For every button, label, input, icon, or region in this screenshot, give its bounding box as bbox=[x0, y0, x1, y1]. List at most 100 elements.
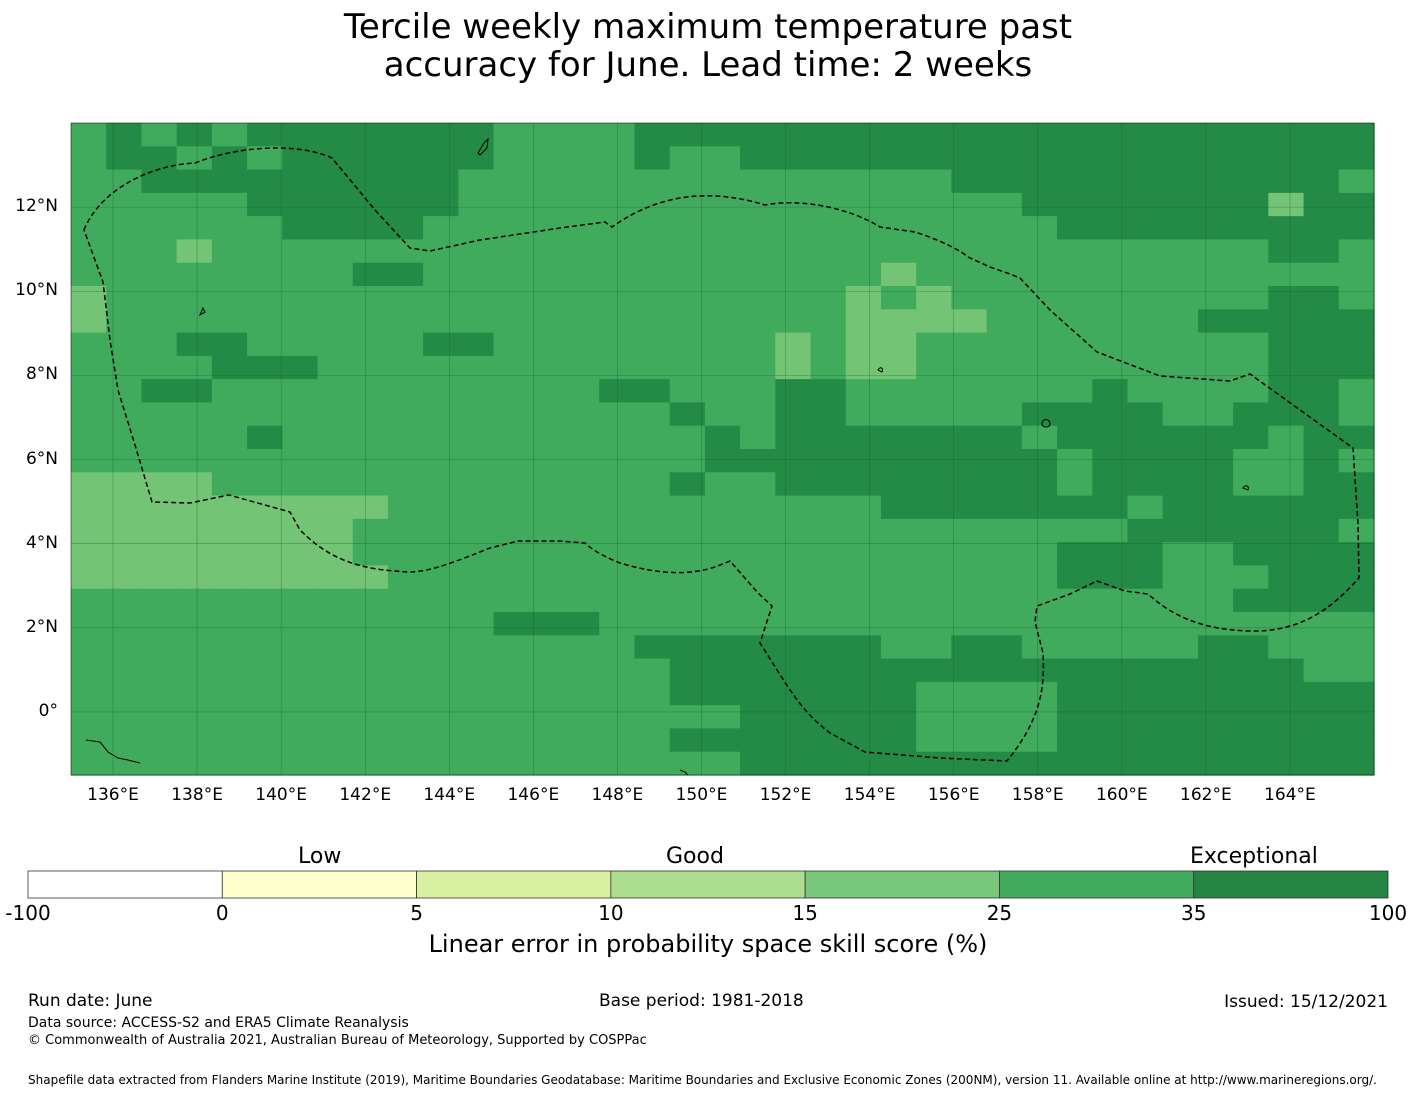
grid-cell bbox=[810, 425, 847, 450]
grid-cell bbox=[176, 192, 213, 217]
grid-cell bbox=[880, 355, 917, 380]
grid-cell bbox=[1092, 518, 1129, 543]
grid-cell bbox=[423, 681, 459, 706]
grid-cell bbox=[1303, 123, 1340, 147]
grid-cell bbox=[317, 239, 354, 264]
grid-cell bbox=[880, 309, 917, 334]
copyright: © Commonwealth of Australia 2021, Austra… bbox=[28, 1033, 647, 1048]
grid-cell bbox=[1021, 146, 1058, 171]
grid-cell bbox=[317, 146, 354, 171]
grid-cell bbox=[211, 565, 248, 590]
grid-cell bbox=[564, 355, 600, 380]
grid-cell bbox=[458, 565, 495, 590]
grid-cell bbox=[634, 216, 671, 241]
grid-cell bbox=[810, 472, 847, 497]
grid-cell bbox=[1162, 495, 1199, 520]
grid-cell bbox=[282, 658, 319, 683]
grid-cell bbox=[1338, 449, 1375, 473]
grid-cell bbox=[775, 332, 812, 357]
grid-cell bbox=[458, 612, 495, 636]
grid-cell bbox=[775, 425, 812, 450]
grid-cell bbox=[1057, 169, 1093, 194]
grid-cell bbox=[1303, 402, 1340, 427]
grid-cell bbox=[1197, 286, 1234, 310]
grid-cell bbox=[916, 309, 953, 334]
grid-cell bbox=[458, 681, 495, 706]
map-frame bbox=[70, 122, 1375, 776]
grid-cell bbox=[211, 216, 248, 241]
grid-cell bbox=[880, 123, 917, 147]
grid-cell bbox=[458, 146, 495, 171]
grid-cell bbox=[669, 518, 706, 543]
grid-cell bbox=[387, 379, 424, 404]
grid-cell bbox=[211, 705, 248, 730]
grid-cell bbox=[1268, 123, 1305, 147]
grid-cell bbox=[986, 588, 1023, 613]
grid-cell bbox=[1303, 449, 1340, 473]
grid-cell bbox=[845, 495, 882, 520]
grid-cell bbox=[1197, 192, 1234, 217]
grid-cell bbox=[634, 239, 671, 264]
grid-cell bbox=[423, 239, 459, 264]
grid-cell bbox=[1021, 705, 1058, 730]
grid-cell bbox=[106, 658, 143, 683]
grid-cell bbox=[528, 751, 565, 776]
grid-cell bbox=[1233, 123, 1269, 147]
grid-cell bbox=[669, 216, 706, 241]
latitude-tick-label: 12°N bbox=[15, 196, 58, 217]
grid-cell bbox=[880, 146, 917, 171]
grid-cell bbox=[141, 495, 178, 520]
grid-cell bbox=[282, 355, 319, 380]
grid-cell bbox=[740, 472, 776, 497]
grid-cell bbox=[211, 472, 248, 497]
grid-cell bbox=[564, 425, 600, 450]
grid-cell bbox=[352, 518, 389, 543]
grid-cell bbox=[986, 402, 1023, 427]
grid-cell bbox=[810, 239, 847, 264]
grid-cell bbox=[564, 518, 600, 543]
grid-cell bbox=[1303, 239, 1340, 264]
grid-cell bbox=[211, 658, 248, 683]
grid-cell bbox=[1233, 379, 1269, 404]
grid-cell bbox=[352, 239, 389, 264]
grid-cell bbox=[1127, 192, 1164, 217]
issued-date: Issued: 15/12/2021 bbox=[1224, 992, 1388, 1012]
grid-cell bbox=[493, 379, 530, 404]
grid-cell bbox=[1268, 262, 1305, 287]
grid-cell bbox=[740, 588, 776, 613]
grid-cell bbox=[423, 262, 459, 287]
grid-cell bbox=[247, 262, 283, 287]
grid-cell bbox=[352, 705, 389, 730]
grid-cell bbox=[986, 309, 1023, 334]
grid-cell bbox=[387, 355, 424, 380]
grid-cell bbox=[458, 751, 495, 776]
grid-cell bbox=[810, 612, 847, 636]
grid-cell bbox=[1303, 286, 1340, 310]
grid-cell bbox=[423, 286, 459, 310]
grid-cell bbox=[458, 588, 495, 613]
grid-cell bbox=[1092, 495, 1129, 520]
grid-cell bbox=[528, 286, 565, 310]
latitude-tick-label: 10°N bbox=[15, 280, 58, 301]
grid-cell bbox=[669, 262, 706, 287]
grid-cell bbox=[986, 495, 1023, 520]
grid-cell bbox=[528, 262, 565, 287]
grid-cell bbox=[1021, 681, 1058, 706]
grid-cell bbox=[247, 309, 283, 334]
grid-cell bbox=[1303, 518, 1340, 543]
grid-cell bbox=[1021, 169, 1058, 194]
grid-cell bbox=[704, 192, 741, 217]
grid-cell bbox=[317, 728, 354, 753]
grid-cell bbox=[141, 379, 178, 404]
grid-cell bbox=[352, 449, 389, 473]
grid-cell bbox=[493, 472, 530, 497]
grid-cell bbox=[845, 612, 882, 636]
grid-cell bbox=[1092, 751, 1129, 776]
grid-cell bbox=[493, 495, 530, 520]
grid-cell bbox=[986, 728, 1023, 753]
grid-cell bbox=[211, 728, 248, 753]
grid-cell bbox=[1268, 705, 1305, 730]
grid-cell bbox=[282, 192, 319, 217]
grid-cell bbox=[141, 239, 178, 264]
grid-cell bbox=[986, 751, 1023, 776]
